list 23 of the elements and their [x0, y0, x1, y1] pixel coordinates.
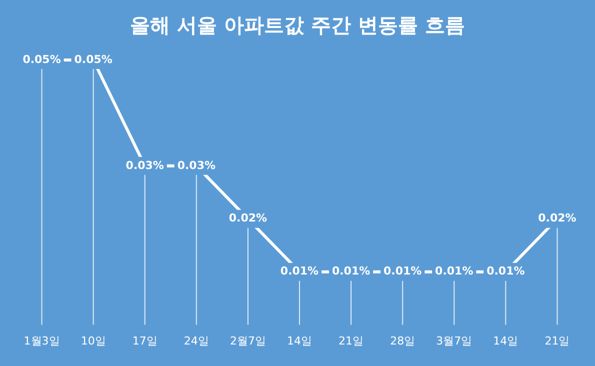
data-label: 0.03%	[126, 158, 164, 172]
data-label: 0.05%	[22, 52, 61, 66]
data-label: 0.01%	[384, 264, 422, 278]
x-tick-label: 28일	[390, 334, 416, 348]
x-tick-label: 1월3일	[24, 334, 60, 348]
data-label: 0.01%	[435, 264, 474, 278]
data-label: 0.02%	[228, 212, 268, 225]
chart-title: 올해 서울 아파트값 주간 변동률 흐름	[129, 12, 466, 39]
data-label: 0.01%	[332, 264, 370, 278]
data-label: 0.01%	[486, 264, 525, 278]
x-tick-label: 2월7일	[230, 334, 266, 348]
data-label: 0.05%	[74, 52, 112, 66]
data-label: 0.03%	[177, 158, 216, 172]
data-label: 0.02%	[538, 212, 576, 225]
x-tick-label: 14일	[493, 334, 518, 348]
x-tick-label: 14일	[287, 334, 312, 348]
x-tick-label: 10일	[80, 334, 106, 348]
x-tick-label: 21일	[544, 334, 570, 348]
x-tick-label: 3월7일	[436, 334, 472, 348]
x-tick-label: 21일	[338, 334, 364, 348]
x-tick-label: 24일	[184, 334, 209, 348]
data-label: 0.01%	[280, 264, 319, 278]
x-tick-label: 17일	[132, 334, 158, 348]
